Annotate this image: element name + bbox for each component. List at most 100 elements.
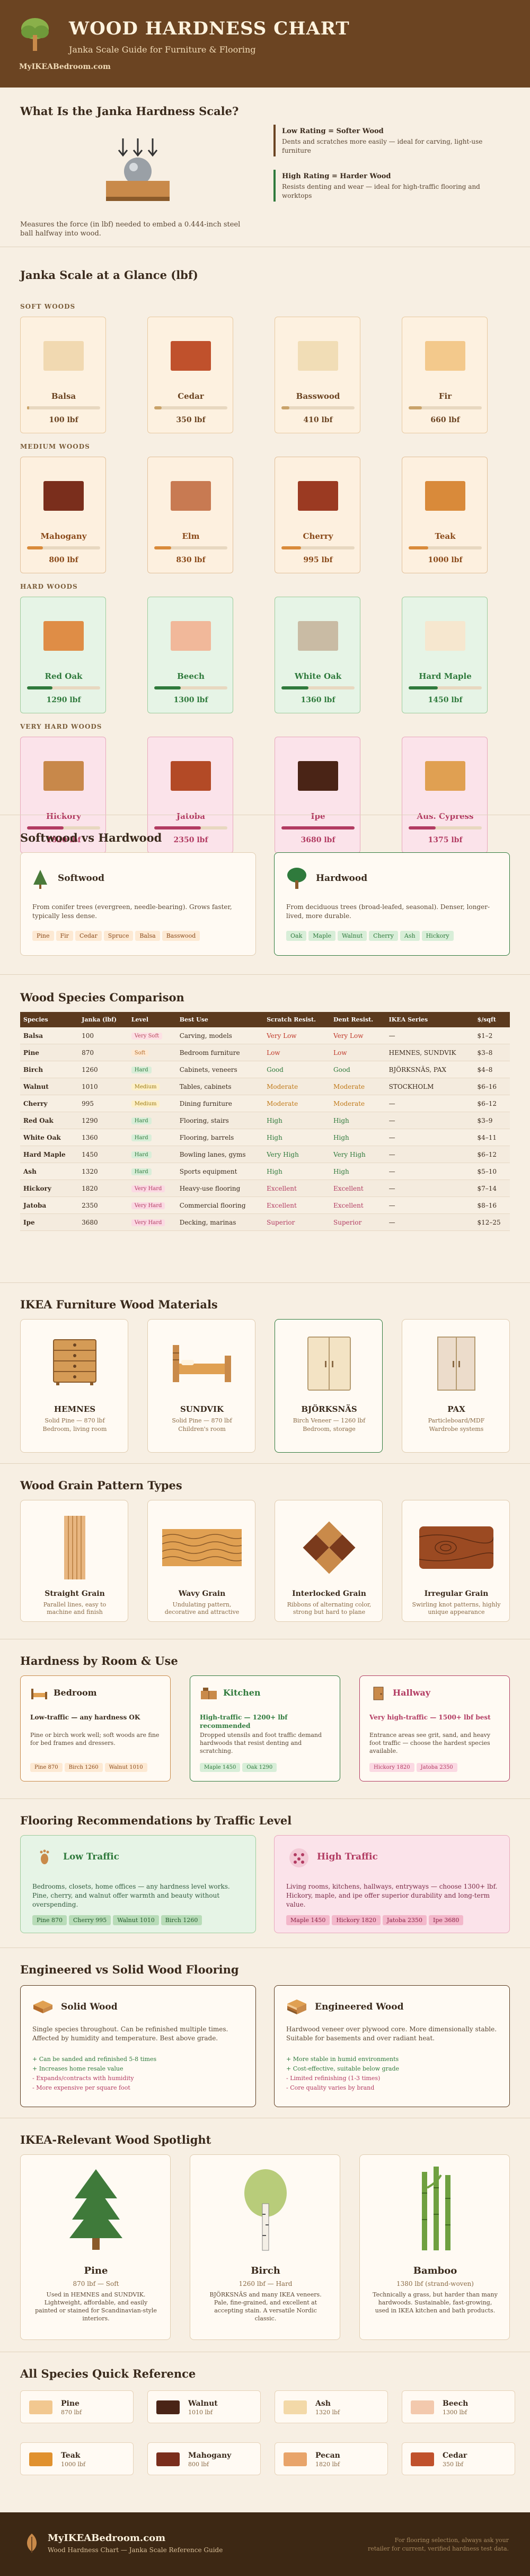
table-cell: Excellent xyxy=(330,1197,386,1214)
site-name[interactable]: MyIKEABedroom.com xyxy=(19,63,111,71)
janka-card: Mahogany 800 lbf xyxy=(20,457,106,573)
page-subtitle: Janka Scale Guide for Furniture & Floori… xyxy=(69,45,256,55)
room-tags: Pine 870 Birch 1260 Walnut 1010 xyxy=(30,1761,149,1772)
divider xyxy=(0,1798,530,1799)
wood-tag: Pine 870 xyxy=(32,1915,67,1925)
cell-text: $6–16 xyxy=(477,1082,497,1090)
softwood-text: From conifer trees (evergreen, needle-be… xyxy=(32,903,232,920)
table-cell: Jatoba xyxy=(20,1197,79,1214)
table-cell: Low xyxy=(263,1044,331,1061)
cell-text: Cherry xyxy=(23,1099,48,1107)
footer-subtitle: Wood Hardness Chart — Janka Scale Refere… xyxy=(48,2546,223,2554)
quickref-name: Beech xyxy=(443,2399,469,2408)
table-cell: $1–2 xyxy=(474,1027,510,1044)
table-cell: $12–25 xyxy=(474,1213,510,1231)
divider xyxy=(0,1282,530,1283)
hardness-bar-fill xyxy=(409,546,428,549)
hardness-bar-fill xyxy=(154,546,171,549)
level-badge: Medium xyxy=(131,1101,160,1107)
cell-text: $3–8 xyxy=(477,1049,493,1056)
low-rating-accent xyxy=(273,125,276,156)
janka-value: 1450 lbf xyxy=(428,696,463,704)
quickref-card: Cedar 350 lbf xyxy=(402,2442,515,2475)
table-row: Ipe 3680 Very Hard Decking, marinas Superior… xyxy=(20,1213,510,1231)
janka-card: Balsa 100 lbf xyxy=(20,317,106,433)
footer-site[interactable]: MyIKEABedroom.com xyxy=(48,2533,166,2544)
quickref-name: Pecan xyxy=(315,2451,340,2460)
quickref-card: Ash 1320 lbf xyxy=(275,2390,388,2423)
cell-text: Excellent xyxy=(333,1201,364,1209)
cell-text: Moderate xyxy=(267,1082,298,1090)
spotlight-card: Birch 1260 lbf — Hard BJÖRKSNÄS and many I… xyxy=(190,2154,340,2340)
quickref-name: Walnut xyxy=(188,2399,218,2408)
solid-name: Solid Wood xyxy=(61,2002,118,2012)
hardness-bar-fill xyxy=(27,546,43,549)
interlocked-grain-icon xyxy=(303,1521,356,1574)
table-cell: Carving, models xyxy=(176,1027,264,1044)
wood-name: Hickory xyxy=(46,811,82,821)
janka-value: 660 lbf xyxy=(430,416,460,424)
bullet-point: + Cost-effective, suitable below grade xyxy=(286,2065,399,2072)
wood-swatch xyxy=(29,2452,52,2466)
cell-text: High xyxy=(267,1116,282,1124)
table-cell: 3680 xyxy=(78,1213,128,1231)
spotlight-value: 1380 lbf (strand-woven) xyxy=(396,2280,474,2287)
wood-name: Teak xyxy=(435,531,456,541)
grain-name: Straight Grain xyxy=(45,1590,105,1598)
ikea-room: Bedroom, living room xyxy=(42,1426,107,1433)
table-row: Jatoba 2350 Very Hard Commercial flooring Ex… xyxy=(20,1197,510,1214)
table-cell: Low xyxy=(330,1044,386,1061)
grain-desc: Parallel lines, easy to machine and fini… xyxy=(43,1601,107,1616)
cell-text: Moderate xyxy=(333,1099,365,1107)
table-cell: — xyxy=(385,1197,474,1214)
quickref-card: Pine 870 lbf xyxy=(20,2390,134,2423)
quickref-name: Teak xyxy=(61,2451,81,2460)
janka-card: Cedar 350 lbf xyxy=(147,317,233,433)
cell-text: Ipe xyxy=(23,1218,35,1226)
wood-name: Balsa xyxy=(51,391,76,401)
table-cell: Hard xyxy=(128,1163,176,1180)
cell-text: Decking, marinas xyxy=(179,1218,236,1226)
column-header: Janka (lbf) xyxy=(78,1012,128,1027)
wood-name: Jatoba xyxy=(176,811,205,821)
table-cell: 995 xyxy=(78,1095,128,1112)
table-cell: Cherry xyxy=(20,1095,79,1112)
quickref-card: Beech 1300 lbf xyxy=(402,2390,515,2423)
pine-tree-icon xyxy=(69,2169,122,2250)
cell-text: Hickory xyxy=(23,1184,51,1192)
wood-swatch xyxy=(171,761,211,791)
hardness-bar-fill xyxy=(281,686,308,689)
hardness-bar xyxy=(27,546,100,549)
wood-name: Mahogany xyxy=(40,531,87,541)
room-title: Hardness by Room & Use xyxy=(20,1654,178,1667)
cell-text: $6–12 xyxy=(477,1099,497,1107)
column-header: Dent Resist. xyxy=(330,1012,386,1027)
cell-text: — xyxy=(388,1032,395,1040)
wood-tag: Birch 1260 xyxy=(161,1915,202,1925)
footer: MyIKEABedroom.com Wood Hardness Chart — … xyxy=(0,2512,530,2576)
cell-text: 100 xyxy=(82,1032,94,1040)
engineered-text: Hardwood veneer over plywood core. More … xyxy=(286,2025,497,2042)
wood-tag: Birch 1260 xyxy=(64,1763,103,1772)
table-row: Birch 1260 Hard Cabinets, veneers Good Good BJ… xyxy=(20,1061,510,1078)
wood-name: Cherry xyxy=(303,531,333,541)
table-cell: 1360 xyxy=(78,1129,128,1146)
cell-text: Cabinets, veneers xyxy=(179,1066,237,1073)
room-head: Low-traffic — any hardness OK xyxy=(30,1714,140,1721)
cell-text: Low xyxy=(333,1049,347,1056)
intro-desc: Measures the force (in lbf) needed to em… xyxy=(20,221,241,238)
wood-tag: Maple xyxy=(308,931,336,941)
ikea-materials-section: IKEA Furniture Wood Materials HEMNES Soli… xyxy=(0,1283,530,1463)
table-cell: — xyxy=(385,1027,474,1044)
room-head: Very high-traffic — 1500+ lbf best xyxy=(369,1714,491,1721)
janka-card: Ipe 3680 lbf xyxy=(275,737,360,853)
room-head: High-traffic — 1200+ lbf recommended xyxy=(200,1714,288,1730)
table-cell: Hard xyxy=(128,1129,176,1146)
hallway-door-icon xyxy=(373,1687,384,1700)
cell-text: 2350 xyxy=(82,1201,98,1209)
wood-tag: Cherry xyxy=(369,931,398,941)
table-cell: — xyxy=(385,1112,474,1129)
table-cell: $6–12 xyxy=(474,1095,510,1112)
level-badge: Medium xyxy=(131,1084,160,1090)
table-cell: Hard xyxy=(128,1146,176,1163)
